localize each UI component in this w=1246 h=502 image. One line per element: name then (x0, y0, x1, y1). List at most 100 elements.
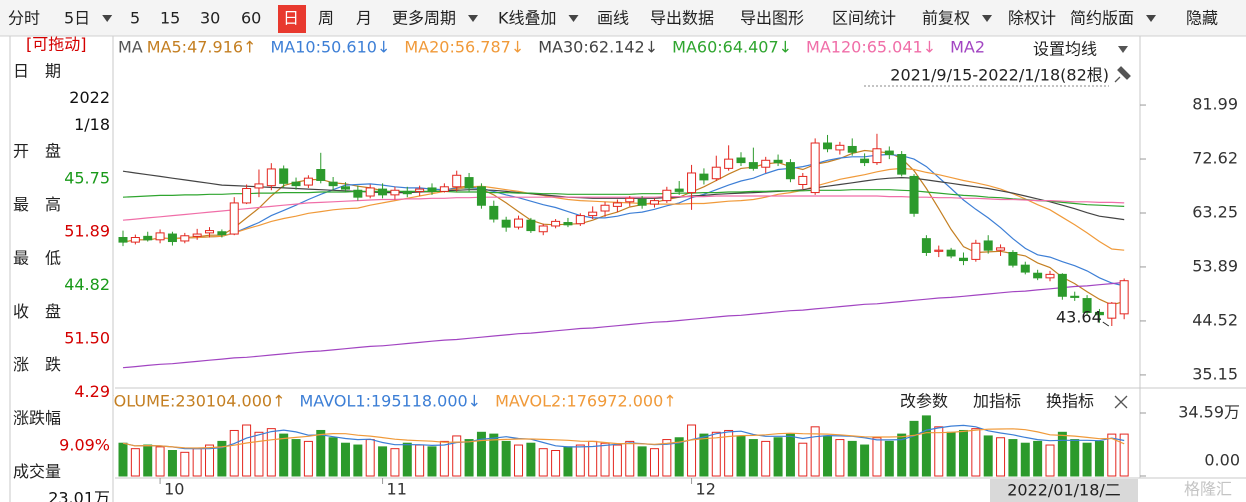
dropdown-icon (1146, 15, 1157, 22)
toolbar-item[interactable]: 15 (160, 9, 180, 28)
drag-handle[interactable]: [可拖动] (26, 35, 87, 54)
toolbar-item[interactable]: 前复权 (922, 9, 970, 28)
volume-bar (427, 446, 437, 477)
candle-body (489, 205, 499, 220)
toolbar-item[interactable]: 周 (318, 9, 334, 28)
info-value: 9.09% (59, 435, 110, 454)
y-tick-label: 81.99 (1192, 95, 1238, 114)
volume-bar (1094, 440, 1104, 477)
ma-line (122, 428, 1125, 449)
toolbar-item[interactable]: 导出数据 (650, 9, 714, 28)
y-tick-label: 0.00 (1204, 451, 1240, 470)
volume-bar (229, 429, 239, 477)
volume-bar (674, 437, 684, 477)
candle-body (563, 222, 573, 226)
candle-body (946, 249, 956, 257)
candle-body (625, 197, 635, 203)
close-icon[interactable] (1114, 395, 1128, 409)
y-tick-label: 44.52 (1192, 310, 1238, 329)
toolbar-item[interactable]: 日 (283, 9, 299, 28)
volume-bar (1008, 439, 1018, 477)
low-pointer (1102, 321, 1110, 327)
candle-body (180, 235, 190, 242)
volume-bar (921, 415, 931, 477)
volume-bar (1082, 442, 1092, 477)
legend-entry: MAVOL2:176972.000↑ (495, 392, 677, 411)
candle-body (291, 181, 301, 187)
selected-tab[interactable] (278, 5, 306, 33)
volume-bar (464, 439, 474, 477)
toolbar-item[interactable]: 5日 (64, 9, 90, 28)
candle-body (378, 188, 388, 196)
indicator-button[interactable]: 改参数 (900, 392, 948, 411)
range-label: 2021/9/15-2022/1/18(82根) (890, 66, 1109, 85)
volume-bar (823, 435, 833, 477)
ma-line (122, 195, 1125, 221)
toolbar-item[interactable]: 月 (356, 9, 372, 28)
info-label: 收 盘 (13, 302, 61, 321)
volume-bar (526, 442, 536, 477)
volume-bar (353, 444, 363, 477)
indicator-button[interactable]: 换指标 (1046, 392, 1094, 411)
toolbar-item[interactable]: 除权计 (1008, 9, 1056, 28)
volume-bar (625, 440, 635, 477)
volume-bar (946, 431, 956, 477)
candle-body (996, 247, 1006, 251)
legend-entry: MA30:62.142↓ (538, 38, 658, 57)
info-panel: [可拖动] 日 期 2022 1/18 开 盘45.75最 高51.89最 低44.8… (9, 31, 114, 502)
candle-body (415, 188, 425, 192)
toolbar-item[interactable]: 30 (200, 9, 220, 28)
y-tick-label: 72.62 (1192, 149, 1238, 168)
indicator-button[interactable]: 加指标 (973, 392, 1021, 411)
overlays: 设置均线 2021/9/15-2022/1/18(82根) (864, 38, 1139, 87)
volume-bar (254, 431, 264, 477)
candle-body (773, 159, 783, 164)
toolbar-item[interactable]: 分时 (8, 9, 40, 28)
volume-bar (934, 426, 944, 477)
info-value: 2022 (69, 88, 110, 107)
ma-settings[interactable]: 设置均线 (1033, 40, 1097, 59)
toolbar-item[interactable]: 更多周期 (392, 9, 456, 28)
ma-settings-box[interactable] (1025, 38, 1139, 62)
info-label: 成交量 (13, 462, 61, 481)
candle-body (884, 150, 894, 156)
toolbar-item[interactable]: K线叠加 (498, 9, 557, 28)
ma-line (122, 167, 1125, 251)
candle-body (1008, 251, 1018, 266)
volume-bar (155, 446, 165, 477)
candle-body (167, 233, 177, 243)
volume-bar (489, 433, 499, 477)
volume-bar (785, 433, 795, 477)
candle-body (724, 158, 734, 169)
toolbar-item[interactable]: 60 (241, 9, 261, 28)
candle-body (575, 215, 585, 225)
toolbar-item[interactable]: 隐藏 (1186, 9, 1218, 28)
candle-body (452, 174, 462, 188)
volume-bar (365, 439, 375, 477)
legend-entry: MA20:56.787↓ (404, 38, 524, 57)
legend-entry: MA60:64.407↓ (672, 38, 792, 57)
candle-body (612, 202, 622, 207)
candle-body (279, 168, 289, 184)
x-tick-label: 12 (696, 480, 716, 499)
candle-body (674, 188, 684, 192)
volume-bar (1033, 440, 1043, 477)
volume-bar (996, 437, 1006, 477)
volume-bar (600, 442, 610, 477)
candle-body (823, 142, 833, 150)
toolbar-item[interactable]: 导出图形 (740, 9, 804, 28)
toolbar-item[interactable]: 简约版面 (1070, 9, 1134, 28)
toolbar-item[interactable]: 区间统计 (832, 9, 896, 28)
candle-body (514, 218, 524, 228)
volume-bar (835, 439, 845, 477)
volume-bar (884, 440, 894, 477)
candle-body (699, 173, 709, 181)
volume-bar (1119, 433, 1129, 477)
toolbar-item[interactable]: 5 (130, 9, 140, 28)
volume-bar (847, 440, 857, 477)
toolbar-item[interactable]: 画线 (597, 9, 629, 28)
pin-icon[interactable] (1114, 66, 1131, 83)
legend-entry: MA10:50.610↓ (270, 38, 390, 57)
ma-line (122, 170, 1125, 221)
